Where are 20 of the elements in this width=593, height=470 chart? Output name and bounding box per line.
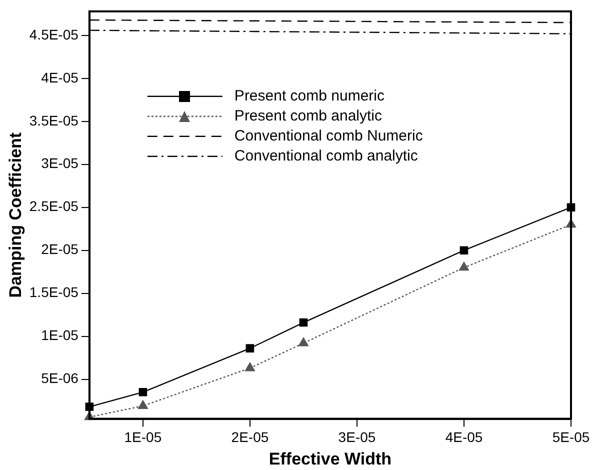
y-tick-label: 2E-05 [41, 241, 79, 258]
y-tick-label: 4E-05 [41, 69, 79, 86]
y-tick-label: 3E-05 [41, 155, 79, 172]
x-tick-label: 5E-05 [552, 429, 590, 446]
x-tick-label: 1E-05 [124, 429, 162, 446]
y-tick-label: 5E-06 [41, 370, 79, 386]
legend-label: Present comb numeric [234, 88, 385, 105]
legend-label: Conventional comb analytic [234, 148, 418, 165]
x-axis-title: Effective Width [268, 449, 392, 468]
x-tick-label: 3E-05 [338, 429, 376, 446]
y-tick-label: 1.5E-05 [29, 284, 79, 300]
legend-label: Conventional comb Numeric [234, 128, 424, 145]
x-tick-label: 2E-05 [231, 429, 269, 446]
x-tick-label: 4E-05 [445, 429, 483, 446]
y-axis-title: Damping Coefficient [6, 132, 25, 298]
y-tick-label: 1E-05 [41, 327, 79, 344]
legend-label: Present comb analytic [234, 108, 383, 125]
y-tick-label: 4.5E-05 [29, 26, 79, 42]
y-tick-label: 3.5E-05 [29, 112, 79, 128]
y-tick-label: 2.5E-05 [29, 198, 79, 214]
